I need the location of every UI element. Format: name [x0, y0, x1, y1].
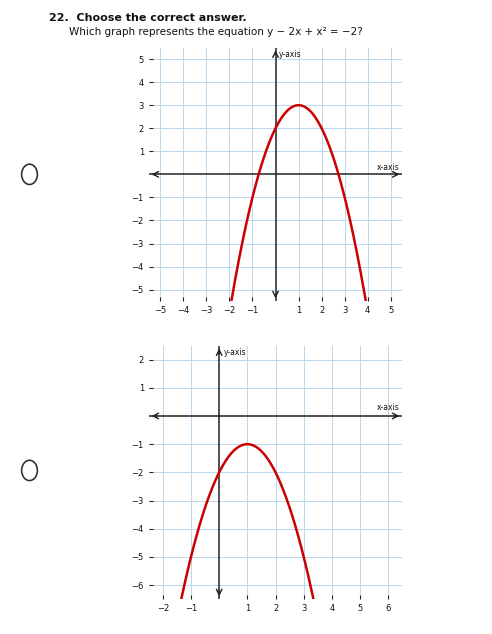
Text: 22.  Choose the correct answer.: 22. Choose the correct answer. — [49, 13, 247, 23]
Text: x-axis: x-axis — [377, 403, 400, 412]
Text: y-axis: y-axis — [279, 50, 302, 59]
Text: y-axis: y-axis — [223, 348, 246, 358]
Text: Which graph represents the equation y − 2x + x² = −2?: Which graph represents the equation y − … — [69, 27, 363, 37]
Text: x-axis: x-axis — [377, 163, 400, 172]
